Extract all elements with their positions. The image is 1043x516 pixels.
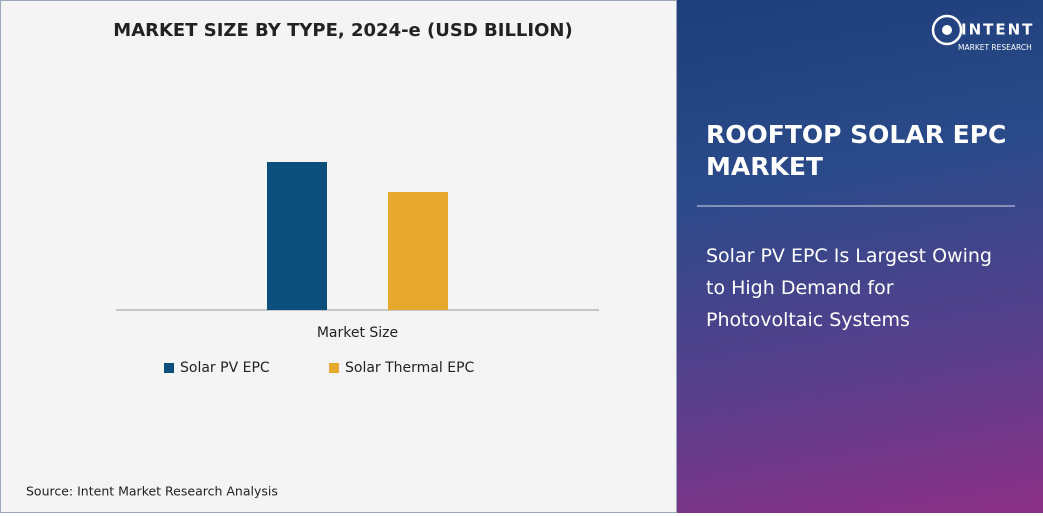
legend-swatch xyxy=(329,363,339,373)
subheading-line: to High Demand for xyxy=(706,277,894,299)
chart-title: MARKET SIZE BY TYPE, 2024-e (USD BILLION… xyxy=(113,20,572,41)
logo-icon xyxy=(942,25,952,35)
info-panel: INTENT MARKET RESEARCH ROOFTOP SOLAR EPC… xyxy=(677,0,1043,513)
subheading-line: Photovoltaic Systems xyxy=(706,309,910,331)
heading-line: MARKET xyxy=(706,152,823,181)
legend-label: Solar Thermal EPC xyxy=(345,360,475,376)
x-tick-label: Market Size xyxy=(317,325,398,341)
legend-swatch xyxy=(164,363,174,373)
source: Source: Intent Market Research Analysis xyxy=(26,484,278,499)
logo: INTENT MARKET RESEARCH xyxy=(697,14,1034,207)
chart: MARKET SIZE BY TYPE, 2024-e (USD BILLION… xyxy=(26,20,599,499)
logo-icon xyxy=(931,14,963,46)
subheading-line: Solar PV EPC Is Largest Owing xyxy=(706,245,992,267)
bar xyxy=(388,192,448,310)
brand: INTENT xyxy=(961,21,1034,39)
heading-line: ROOFTOP SOLAR EPC xyxy=(706,120,1007,149)
legend-label: Solar PV EPC xyxy=(180,360,270,376)
bar xyxy=(267,162,327,310)
chart-panel: MARKET SIZE BY TYPE, 2024-e (USD BILLION… xyxy=(0,0,677,513)
brand-sub: MARKET RESEARCH xyxy=(958,43,1032,52)
